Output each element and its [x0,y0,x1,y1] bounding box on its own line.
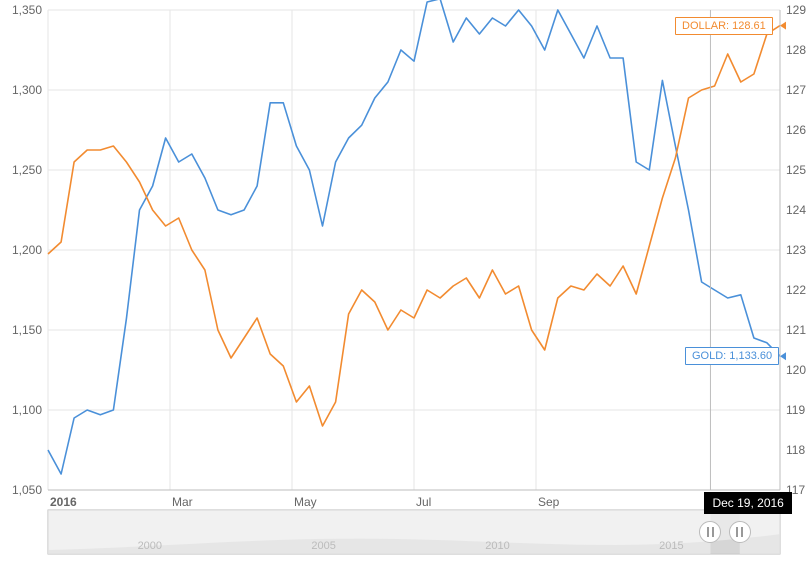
svg-text:Mar: Mar [172,495,193,509]
svg-text:Jul: Jul [416,495,431,509]
price-chart[interactable]: 1,0501,1001,1501,2001,2501,3001,35011711… [0,0,808,570]
svg-text:Sep: Sep [538,495,560,509]
svg-text:1,150: 1,150 [12,323,42,337]
gold-end-label: GOLD: 1,133.60 [685,347,779,365]
crosshair-date-tooltip: Dec 19, 2016 [704,492,791,514]
svg-text:2016: 2016 [50,495,77,509]
svg-text:126: 126 [786,123,806,137]
dollar-end-label: DOLLAR: 128.61 [675,17,773,35]
svg-text:119: 119 [786,403,805,417]
svg-text:1,350: 1,350 [12,3,42,17]
overview-year-tick: 2000 [138,540,162,552]
svg-text:125: 125 [786,163,806,177]
svg-text:123: 123 [786,243,806,257]
svg-text:1,100: 1,100 [12,403,42,417]
svg-text:1,200: 1,200 [12,243,42,257]
overview-year-tick: 2015 [659,540,683,552]
overview-year-tick: 2005 [311,540,335,552]
svg-text:May: May [294,495,317,509]
svg-text:124: 124 [786,203,806,217]
svg-text:118: 118 [786,443,805,457]
svg-text:1,300: 1,300 [12,83,42,97]
svg-text:121: 121 [786,323,806,337]
svg-text:1,050: 1,050 [12,483,42,497]
overview-handle-end[interactable] [729,521,751,543]
svg-text:128: 128 [786,43,806,57]
svg-text:1,250: 1,250 [12,163,42,177]
svg-text:127: 127 [786,83,806,97]
svg-text:129: 129 [786,3,806,17]
svg-text:120: 120 [786,363,806,377]
svg-text:122: 122 [786,283,806,297]
overview-year-tick: 2010 [485,540,509,552]
